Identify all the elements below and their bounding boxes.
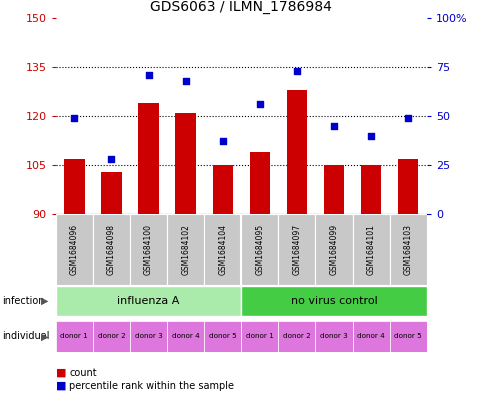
- Text: donor 1: donor 1: [245, 333, 273, 340]
- Text: donor 4: donor 4: [171, 333, 199, 340]
- Point: [218, 138, 226, 145]
- Bar: [166, 214, 204, 285]
- Bar: [249, 152, 270, 214]
- Bar: [241, 214, 278, 285]
- Text: GSM1684102: GSM1684102: [181, 224, 190, 275]
- Point: [366, 132, 374, 139]
- Point: [404, 115, 411, 121]
- Text: ■: ■: [56, 381, 66, 391]
- Bar: [64, 158, 84, 214]
- Text: percentile rank within the sample: percentile rank within the sample: [69, 381, 234, 391]
- Text: donor 5: donor 5: [209, 333, 236, 340]
- Text: donor 2: donor 2: [283, 333, 310, 340]
- Text: GSM1684103: GSM1684103: [403, 224, 412, 275]
- Bar: [241, 321, 278, 352]
- Bar: [101, 172, 121, 214]
- Bar: [175, 113, 196, 214]
- Bar: [389, 321, 426, 352]
- Point: [292, 68, 300, 74]
- Text: count: count: [69, 367, 97, 378]
- Text: GSM1684098: GSM1684098: [106, 224, 116, 275]
- Bar: [56, 214, 93, 285]
- Text: influenza A: influenza A: [117, 296, 180, 306]
- Text: ▶: ▶: [41, 296, 49, 306]
- Text: donor 4: donor 4: [357, 333, 384, 340]
- Point: [144, 72, 152, 78]
- Text: ■: ■: [56, 367, 66, 378]
- Bar: [315, 214, 352, 285]
- Text: no virus control: no virus control: [290, 296, 377, 306]
- Bar: [389, 214, 426, 285]
- Text: donor 3: donor 3: [319, 333, 347, 340]
- Text: donor 3: donor 3: [135, 333, 162, 340]
- Text: GSM1684101: GSM1684101: [366, 224, 375, 275]
- Text: donor 2: donor 2: [97, 333, 125, 340]
- Text: individual: individual: [2, 331, 50, 342]
- Bar: [397, 158, 418, 214]
- Point: [70, 115, 78, 121]
- Bar: [212, 165, 232, 214]
- Bar: [278, 321, 315, 352]
- Point: [182, 77, 189, 84]
- Bar: [130, 321, 166, 352]
- Title: GDS6063 / ILMN_1786984: GDS6063 / ILMN_1786984: [150, 0, 332, 14]
- Bar: [204, 321, 241, 352]
- Text: infection: infection: [2, 296, 45, 306]
- Bar: [315, 321, 352, 352]
- Bar: [352, 214, 389, 285]
- Text: GSM1684100: GSM1684100: [144, 224, 153, 275]
- Text: GSM1684096: GSM1684096: [70, 224, 79, 275]
- Point: [330, 123, 337, 129]
- Bar: [278, 214, 315, 285]
- Point: [107, 156, 115, 162]
- Bar: [93, 321, 130, 352]
- Bar: [241, 286, 426, 316]
- Bar: [130, 214, 166, 285]
- Bar: [286, 90, 306, 214]
- Bar: [138, 103, 158, 214]
- Text: ▶: ▶: [41, 331, 49, 342]
- Bar: [323, 165, 344, 214]
- Bar: [360, 165, 380, 214]
- Text: GSM1684095: GSM1684095: [255, 224, 264, 275]
- Point: [256, 101, 263, 107]
- Text: GSM1684104: GSM1684104: [218, 224, 227, 275]
- Text: donor 1: donor 1: [60, 333, 88, 340]
- Bar: [352, 321, 389, 352]
- Bar: [204, 214, 241, 285]
- Bar: [56, 321, 93, 352]
- Text: GSM1684097: GSM1684097: [292, 224, 301, 275]
- Text: GSM1684099: GSM1684099: [329, 224, 338, 275]
- Bar: [166, 321, 204, 352]
- Text: donor 5: donor 5: [393, 333, 421, 340]
- Bar: [56, 286, 241, 316]
- Bar: [93, 214, 130, 285]
